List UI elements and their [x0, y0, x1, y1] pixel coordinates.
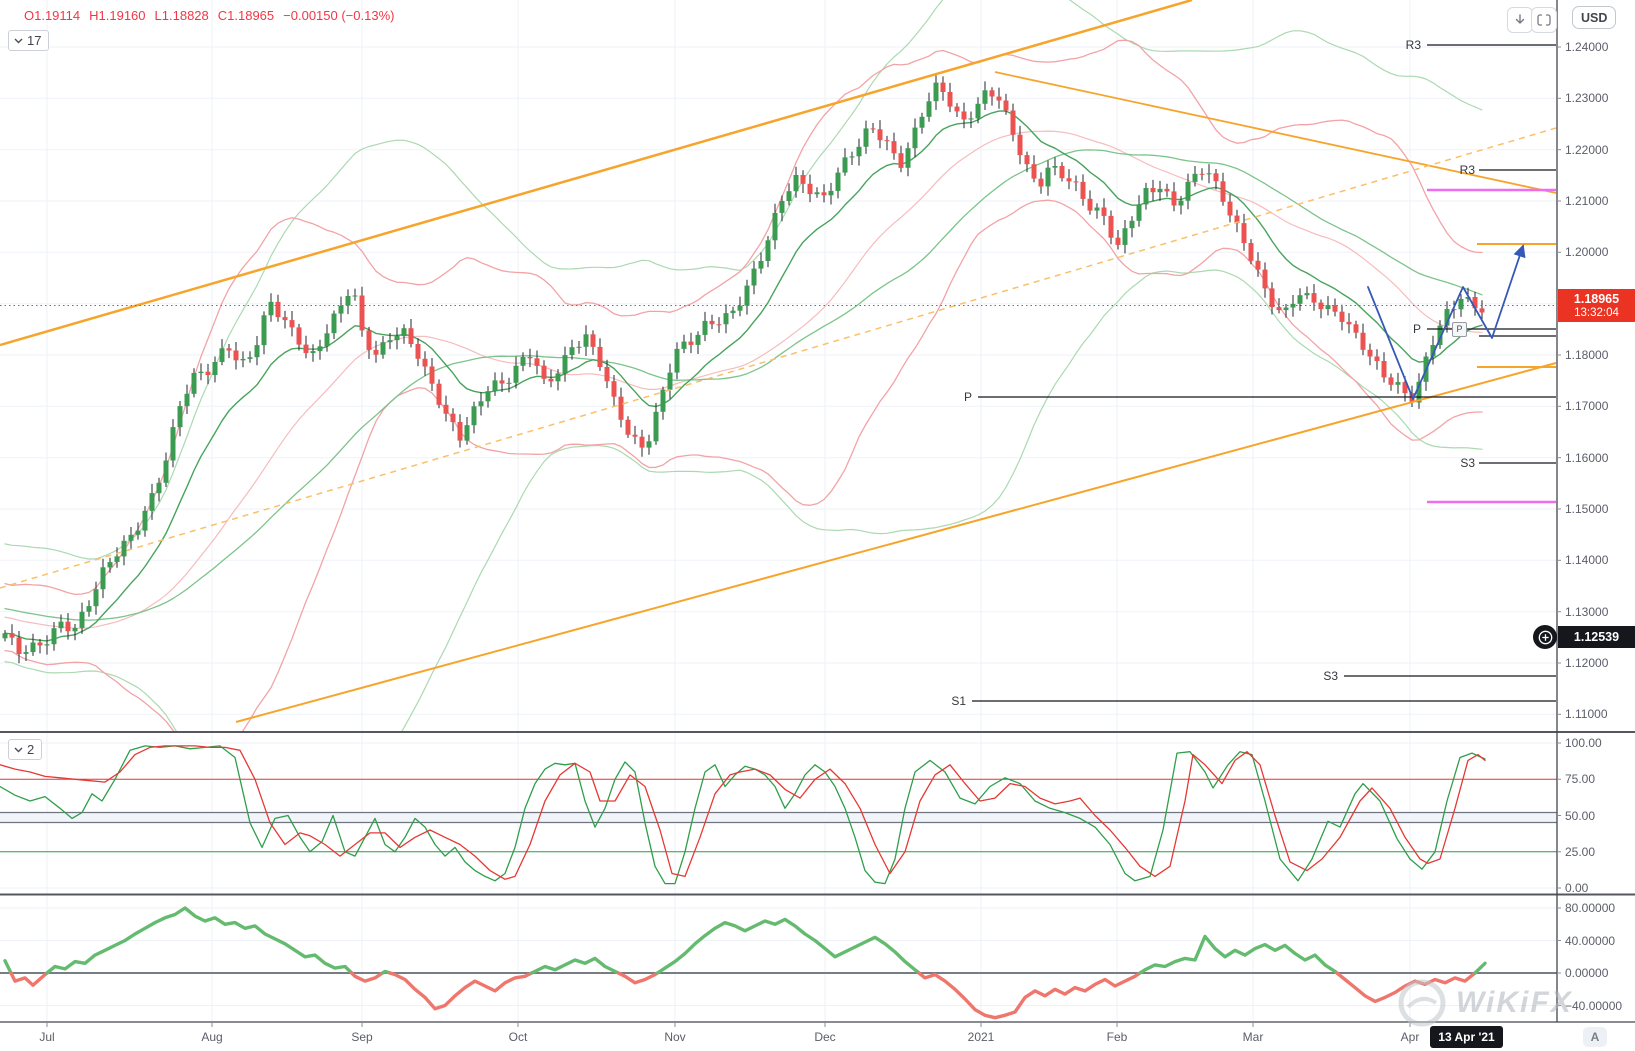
price-axis-label: 1.18000 [1565, 347, 1609, 362]
pivot-label-r3: R3 [1459, 163, 1475, 177]
momentum-panel [0, 906, 1557, 1020]
price-axis-label: 1.14000 [1565, 553, 1609, 568]
time-axis-label: Oct [508, 1030, 528, 1044]
price-axis-label: 1.13000 [1565, 604, 1609, 619]
price-axis-label: 1.12000 [1565, 655, 1609, 670]
fullscreen-button[interactable] [1531, 7, 1557, 33]
oscillator-axis-label: 0.00 [1565, 881, 1589, 895]
pivot-chip-p: P [1452, 322, 1467, 337]
oscillator-axis-label: 25.00 [1565, 844, 1596, 859]
pivot-label-s3: S3 [1460, 456, 1475, 470]
current-date-value: 13 Apr '21 [1438, 1030, 1495, 1044]
price-axis-label: 1.22000 [1565, 142, 1609, 157]
time-axis-label: Nov [664, 1030, 686, 1044]
pivot-label-r3: R3 [1405, 38, 1421, 52]
time-axis-label: 2021 [967, 1030, 995, 1044]
time-axis-label: Sep [351, 1030, 373, 1044]
momentum-axis-label: 80.00000 [1565, 901, 1616, 915]
time-axis-label: Mar [1242, 1030, 1264, 1044]
momentum-axis-label: 0.00000 [1565, 966, 1609, 980]
main-panel [2, 0, 1485, 731]
auto-scale-label: A [1590, 1030, 1600, 1044]
price-axis-label: 1.11000 [1565, 707, 1608, 722]
legend-high: H1.19160 [89, 8, 146, 23]
oscillator-panel [0, 745, 1557, 885]
add-alert-button[interactable] [1533, 625, 1557, 649]
current-date-badge: 13 Apr '21 [1430, 1026, 1503, 1048]
price-axis-label: 1.24000 [1565, 40, 1609, 54]
time-axis-label: Dec [814, 1030, 836, 1044]
time-axis-label: Feb [1106, 1030, 1128, 1044]
pivot-label-s3: S3 [1323, 669, 1338, 683]
countdown-timer: 13:32:04 [1574, 306, 1619, 319]
currency-button[interactable]: USD [1572, 6, 1617, 29]
level-price-value: 1.12539 [1573, 630, 1620, 644]
pivot-label-p: P [963, 390, 972, 404]
auto-scale-button[interactable]: A [1583, 1027, 1607, 1047]
price-axis-label: 1.23000 [1565, 91, 1609, 106]
chevron-down-icon [14, 747, 23, 752]
current-price-value: 1.18965 [1573, 291, 1620, 306]
ohlc-legend: O1.19114 H1.19160 L1.18828 C1.18965 −0.0… [24, 8, 394, 23]
download-arrow-icon [1515, 14, 1525, 24]
panel-borders [0, 0, 1635, 1027]
panel-collapse-count: 2 [27, 742, 35, 757]
momentum-axis-label: 40.00000 [1565, 933, 1616, 948]
oscillator-axis-label: 100.00 [1565, 736, 1602, 750]
price-axis-label: 1.21000 [1565, 193, 1609, 208]
pivot-label-s1: S1 [951, 694, 966, 708]
momentum-axis-label: −40.00000 [1565, 998, 1623, 1013]
level-price-badge: 1.12539 [1558, 626, 1635, 648]
price-axis-label: 1.16000 [1565, 450, 1609, 465]
price-axis-label: 1.15000 [1565, 501, 1609, 516]
legend-change: −0.00150 (−0.13%) [283, 8, 395, 23]
download-button[interactable] [1507, 7, 1533, 33]
pivot-label-p: P [1412, 322, 1421, 336]
legend-collapse-chip[interactable]: 17 [8, 30, 50, 51]
drawings[interactable] [0, 0, 1557, 723]
price-axis-label: 1.20000 [1565, 245, 1609, 260]
oscillator-axis-label: 75.00 [1565, 772, 1596, 787]
current-price-badge: 1.18965 13:32:04 [1558, 289, 1635, 322]
currency-label: USD [1581, 10, 1608, 25]
time-axis-label: Apr [1400, 1030, 1420, 1044]
legend-open: O1.19114 [24, 8, 81, 23]
chevron-down-icon [14, 38, 23, 43]
price-axis-label: 1.17000 [1565, 399, 1609, 414]
time-axis[interactable] [0, 1022, 1557, 1051]
time-axis-label: Aug [201, 1030, 223, 1044]
panel-collapse-chip[interactable]: 2 [8, 739, 43, 760]
legend-low: L1.18828 [154, 8, 209, 23]
legend-collapse-count: 17 [27, 33, 42, 48]
legend-close: C1.18965 [217, 8, 275, 23]
plus-circle-icon [1538, 630, 1552, 644]
candles [2, 75, 1485, 664]
fullscreen-frame-icon [1537, 14, 1551, 26]
oscillator-axis-label: 50.00 [1565, 808, 1596, 823]
time-axis-label: Jul [39, 1030, 55, 1044]
